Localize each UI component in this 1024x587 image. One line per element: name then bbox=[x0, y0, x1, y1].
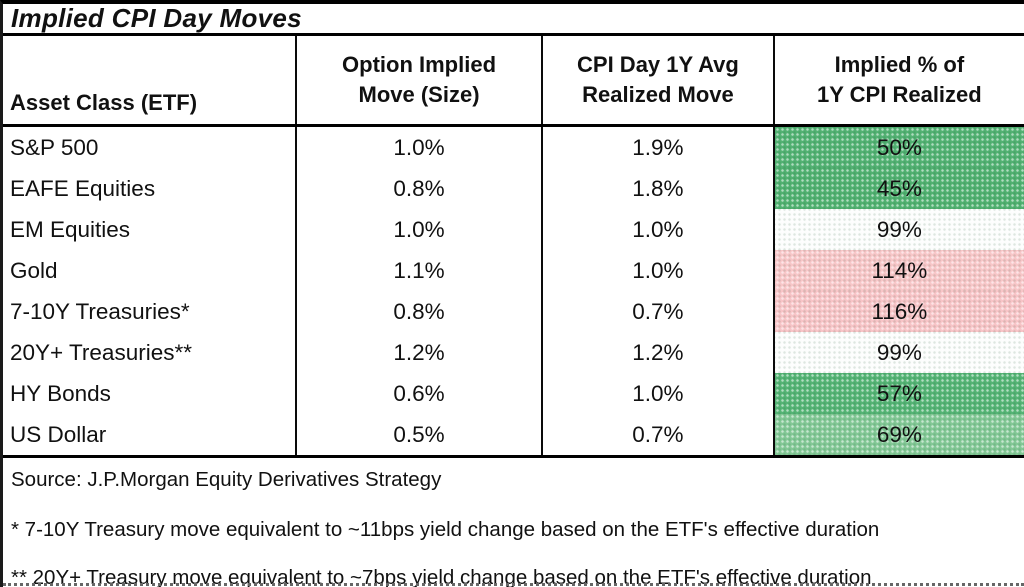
implied-pct-cell: 57% bbox=[772, 373, 1024, 414]
header-line: CPI Day 1Y Avg bbox=[577, 52, 739, 77]
table-row: US Dollar 0.5% 0.7% 69% bbox=[3, 414, 1024, 455]
header-line: Move (Size) bbox=[358, 82, 480, 107]
implied-move-cell: 1.1% bbox=[295, 250, 541, 291]
table-row: 7-10Y Treasuries* 0.8% 0.7% 116% bbox=[3, 291, 1024, 332]
implied-pct-cell: 45% bbox=[772, 168, 1024, 209]
footnote-7-10y: * 7-10Y Treasury move equivalent to ~11b… bbox=[11, 518, 880, 541]
asset-cell: HY Bonds bbox=[10, 380, 111, 406]
realized-move-cell: 1.0% bbox=[541, 209, 773, 250]
header-line: Realized Move bbox=[582, 82, 734, 107]
header-asset-class: Asset Class (ETF) bbox=[3, 36, 295, 124]
implied-move-cell: 0.8% bbox=[295, 168, 541, 209]
asset-cell: 20Y+ Treasuries** bbox=[10, 339, 192, 365]
implied-pct-cell: 114% bbox=[772, 250, 1024, 291]
table-row: HY Bonds 0.6% 1.0% 57% bbox=[3, 373, 1024, 414]
implied-cpi-table: Asset Class (ETF) Option Implied Move (S… bbox=[3, 33, 1024, 458]
implied-pct-cell: 99% bbox=[772, 209, 1024, 250]
implied-move-cell: 1.0% bbox=[295, 127, 541, 168]
realized-move-cell: 0.7% bbox=[541, 291, 773, 332]
implied-pct-cell: 99% bbox=[772, 332, 1024, 373]
realized-move-cell: 1.2% bbox=[541, 332, 773, 373]
implied-move-cell: 0.5% bbox=[295, 414, 541, 455]
header-cpi-day-realized-move: CPI Day 1Y Avg Realized Move bbox=[541, 36, 773, 124]
implied-pct-cell: 116% bbox=[772, 291, 1024, 332]
table-header-row: Asset Class (ETF) Option Implied Move (S… bbox=[3, 36, 1024, 127]
footnotes: Source: J.P.Morgan Equity Derivatives St… bbox=[3, 468, 1024, 587]
header-option-implied-move: Option Implied Move (Size) bbox=[295, 36, 541, 124]
table-row: S&P 500 1.0% 1.9% 50% bbox=[3, 127, 1024, 168]
implied-move-cell: 0.6% bbox=[295, 373, 541, 414]
realized-move-cell: 0.7% bbox=[541, 414, 773, 455]
footnote-20y: ** 20Y+ Treasury move equivalent to ~7bp… bbox=[11, 566, 872, 587]
asset-cell: 7-10Y Treasuries* bbox=[10, 298, 190, 324]
implied-move-cell: 1.2% bbox=[295, 332, 541, 373]
table-row: EM Equities 1.0% 1.0% 99% bbox=[3, 209, 1024, 250]
realized-move-cell: 1.9% bbox=[541, 127, 773, 168]
realized-move-cell: 1.8% bbox=[541, 168, 773, 209]
asset-cell: Gold bbox=[10, 257, 58, 283]
table-row: EAFE Equities 0.8% 1.8% 45% bbox=[3, 168, 1024, 209]
implied-move-cell: 0.8% bbox=[295, 291, 541, 332]
source-line: Source: J.P.Morgan Equity Derivatives St… bbox=[11, 468, 442, 491]
implied-move-cell: 1.0% bbox=[295, 209, 541, 250]
asset-cell: S&P 500 bbox=[10, 134, 99, 160]
implied-pct-cell: 50% bbox=[772, 127, 1024, 168]
header-implied-pct-realized: Implied % of 1Y CPI Realized bbox=[772, 36, 1024, 124]
table-row: Gold 1.1% 1.0% 114% bbox=[3, 250, 1024, 291]
cropped-bottom-edge bbox=[3, 583, 1024, 586]
header-asset-class-label: Asset Class (ETF) bbox=[10, 90, 198, 115]
header-line: Option Implied bbox=[342, 52, 497, 77]
realized-move-cell: 1.0% bbox=[541, 250, 773, 291]
realized-move-cell: 1.0% bbox=[541, 373, 773, 414]
asset-cell: US Dollar bbox=[10, 421, 107, 447]
table-row: 20Y+ Treasuries** 1.2% 1.2% 99% bbox=[3, 332, 1024, 373]
page-title: Implied CPI Day Moves bbox=[11, 3, 302, 33]
asset-cell: EM Equities bbox=[10, 216, 131, 242]
header-line: 1Y CPI Realized bbox=[817, 82, 982, 107]
asset-cell: EAFE Equities bbox=[10, 175, 156, 201]
header-line: Implied % of bbox=[834, 52, 965, 77]
implied-pct-cell: 69% bbox=[772, 414, 1024, 455]
